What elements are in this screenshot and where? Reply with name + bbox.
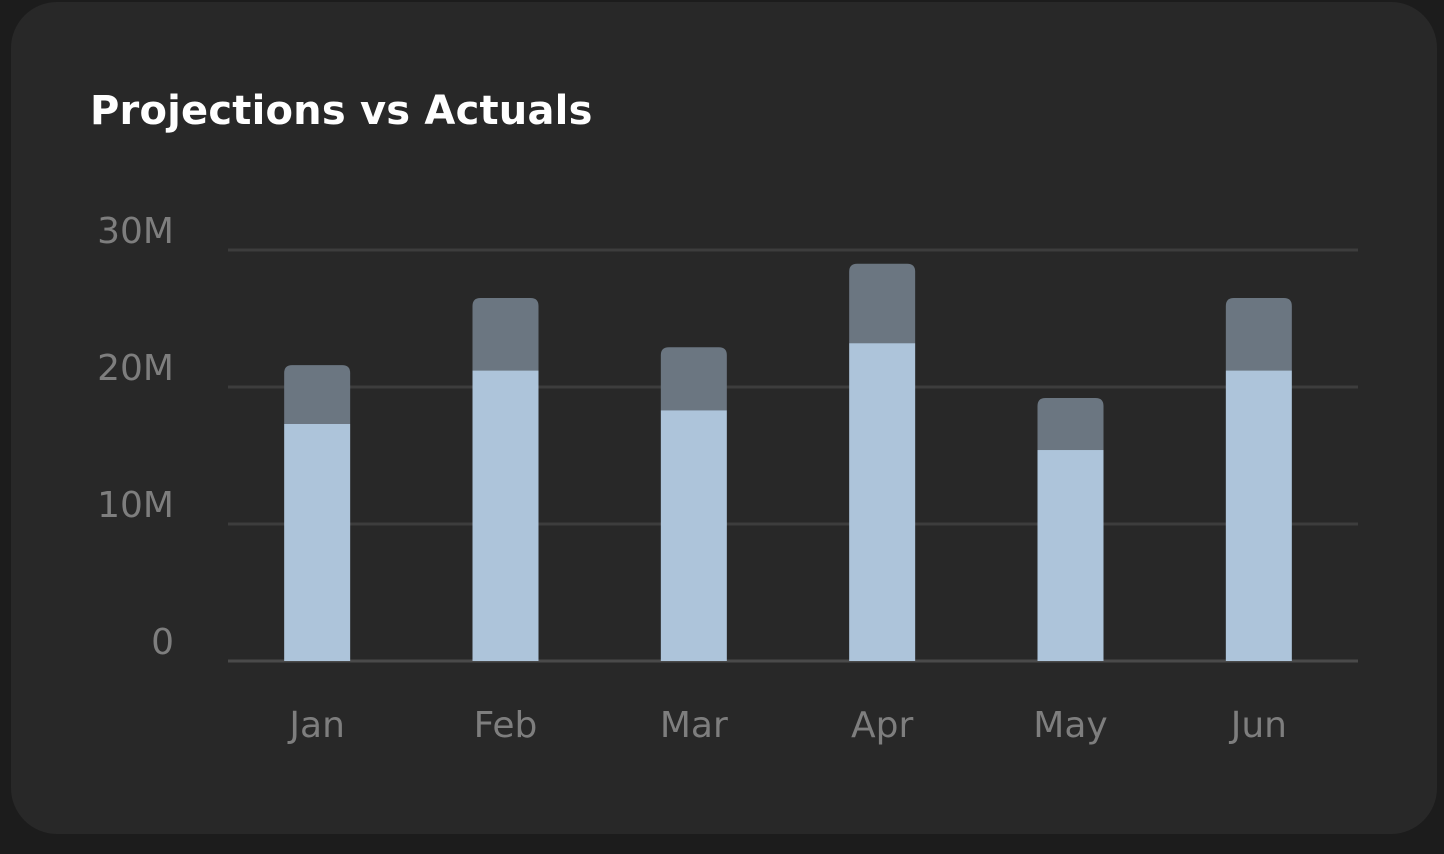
y-tick-label: 0: [151, 622, 174, 663]
bar-actual-jan: [284, 423, 351, 661]
bar-actual-mar: [660, 410, 727, 661]
bar-projection-apr: [849, 263, 916, 344]
bar-projection-jun: [1225, 297, 1292, 371]
y-tick-label: 30M: [97, 211, 174, 252]
bar-actual-feb: [472, 370, 539, 661]
x-tick-label: Apr: [851, 705, 913, 746]
chart-title: Projections vs Actuals: [90, 88, 593, 134]
y-axis-labels: 0 10M 20M 30M: [97, 211, 174, 663]
x-tick-label: Jan: [287, 705, 345, 746]
bar-projection-jan: [284, 365, 351, 424]
x-tick-label: Mar: [660, 705, 728, 746]
gridlines: [228, 248, 1358, 663]
bar-projection-feb: [472, 297, 539, 371]
x-axis-labels: Jan Feb Mar Apr May Jun: [287, 705, 1287, 746]
bars: [284, 263, 1292, 661]
bar-projection-mar: [660, 347, 727, 411]
bar-actual-jun: [1225, 370, 1292, 661]
bar-actual-apr: [849, 343, 916, 661]
y-tick-label: 20M: [97, 348, 174, 389]
x-tick-label: Feb: [474, 705, 538, 746]
bar-actual-may: [1037, 450, 1104, 661]
bar-projection-may: [1037, 397, 1104, 451]
y-tick-label: 10M: [97, 485, 174, 526]
x-tick-label: Jun: [1229, 705, 1287, 746]
x-tick-label: May: [1033, 705, 1107, 746]
